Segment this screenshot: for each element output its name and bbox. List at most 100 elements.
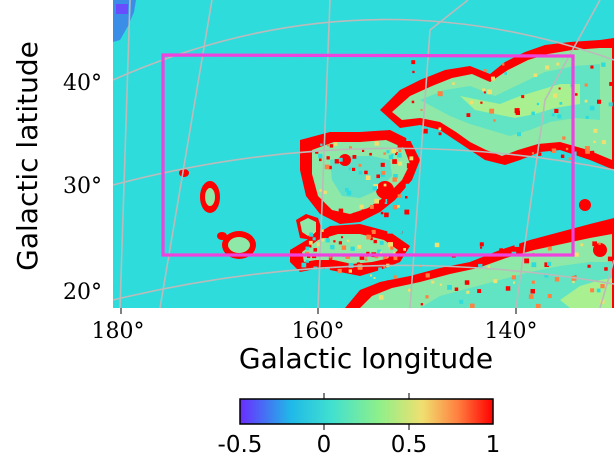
- speckle-pixel: [601, 140, 606, 145]
- speckle-pixel: [559, 102, 563, 105]
- speckle-pixel: [333, 240, 336, 243]
- colorbar-tick-label: 1: [486, 432, 501, 458]
- speckle-pixel: [374, 198, 379, 204]
- speckle-pixel: [464, 280, 470, 285]
- speckle-pixel: [338, 157, 343, 162]
- speckle-pixel: [437, 91, 443, 97]
- speckle-pixel: [308, 240, 313, 245]
- speckle-pixel: [392, 177, 397, 182]
- speckle-pixel: [531, 111, 535, 116]
- speckle-pixel: [381, 198, 386, 203]
- speckle-pixel: [590, 288, 595, 293]
- speckle-pixel: [589, 105, 595, 111]
- speckle-pixel: [431, 280, 435, 284]
- speckle-pixel: [482, 88, 486, 92]
- y-tick-label: 40°: [63, 71, 102, 96]
- speckle-pixel: [591, 150, 595, 154]
- speckle-pixel: [584, 99, 588, 103]
- speckle-pixel: [600, 284, 605, 289]
- speckle-pixel: [376, 174, 380, 179]
- colorbar-tick-label: 0: [317, 432, 332, 458]
- speckle-pixel: [388, 217, 393, 222]
- speckle-pixel: [480, 246, 483, 249]
- speckle-pixel: [359, 255, 365, 260]
- speckle-pixel: [352, 155, 357, 159]
- speckle-pixel: [554, 108, 559, 113]
- speckle-pixel: [531, 147, 536, 152]
- grid-longitude-160: [317, 0, 331, 308]
- speckle-pixel: [361, 267, 364, 271]
- speckle-pixel: [406, 136, 411, 141]
- grid-latitude-20: [113, 264, 614, 301]
- speckle-pixel: [337, 268, 342, 274]
- speckle-pixel: [325, 268, 330, 274]
- speckle-pixel: [358, 163, 362, 167]
- speckle-pixel: [531, 280, 535, 284]
- speckle-pixel: [326, 144, 329, 147]
- speckle-pixel: [323, 190, 327, 194]
- speckle-pixel: [489, 108, 495, 114]
- speckle-pixel: [312, 231, 315, 234]
- speckle-pixel: [397, 194, 402, 198]
- speckle-pixel: [407, 288, 411, 292]
- speckle-pixel: [371, 229, 376, 234]
- speckle-pixel: [544, 262, 549, 267]
- speckle-pixel: [391, 153, 394, 156]
- speckle-pixel: [466, 290, 470, 294]
- speckle-pixel: [352, 167, 356, 171]
- speckle-pixel: [314, 232, 318, 237]
- speckle-pixel: [309, 232, 314, 237]
- speckle-pixel: [390, 255, 396, 261]
- speckle-pixel: [372, 186, 377, 191]
- speckle-pixel: [341, 245, 347, 250]
- speckle-pixel: [301, 262, 307, 268]
- speckle-pixel: [487, 89, 492, 95]
- speckle-pixel: [381, 201, 385, 205]
- speckle-pixel: [378, 295, 384, 300]
- speckle-pixel: [379, 251, 382, 254]
- speckle-pixel: [357, 245, 362, 249]
- speckle-pixel: [321, 229, 324, 232]
- speckle-pixel: [405, 144, 408, 147]
- y-tick-label: 30°: [63, 174, 102, 199]
- speckle-pixel: [373, 277, 376, 279]
- speckle-pixel: [397, 228, 403, 234]
- speckle-pixel: [348, 263, 354, 268]
- speckle-pixel: [388, 242, 393, 248]
- speckle-pixel: [499, 248, 503, 252]
- speckle-pixel: [533, 73, 538, 77]
- speckle-pixel: [560, 154, 565, 158]
- speckle-pixel: [505, 286, 511, 291]
- region-box: [161, 53, 575, 257]
- speckle-pixel: [359, 204, 364, 209]
- speckle-pixel: [380, 211, 384, 215]
- speckle-pixel: [377, 249, 381, 254]
- speckle-pixel: [405, 183, 410, 188]
- speckle-pixel: [328, 165, 332, 170]
- speckle-pixel: [469, 100, 474, 105]
- speckle-pixel: [387, 228, 393, 234]
- speckle-pixel: [398, 257, 401, 260]
- speckle-pixel: [315, 150, 319, 154]
- speckle-pixel: [584, 83, 588, 87]
- speckle-pixel: [400, 205, 404, 209]
- speckle-pixel: [607, 256, 613, 262]
- speckle-pixel: [452, 82, 455, 85]
- speckle-pixel: [438, 127, 442, 131]
- speckle-pixel: [370, 274, 373, 277]
- colorbar-gradient: [239, 398, 494, 425]
- speckle-pixel: [353, 212, 358, 218]
- speckle-pixel: [334, 159, 340, 164]
- speckle-pixel: [397, 251, 400, 254]
- speckle-pixel: [447, 285, 452, 290]
- speckle-pixel: [378, 267, 382, 272]
- x-tick-label: 140°: [485, 319, 538, 344]
- y-axis-label: Galactic latitude: [11, 41, 44, 271]
- speckle-pixel: [397, 153, 402, 158]
- speckle-pixel: [596, 288, 601, 293]
- speckle-pixel: [403, 248, 406, 251]
- speckle-pixel: [565, 147, 569, 151]
- speckle-pixel: [387, 257, 393, 263]
- small-clouds: [179, 169, 256, 259]
